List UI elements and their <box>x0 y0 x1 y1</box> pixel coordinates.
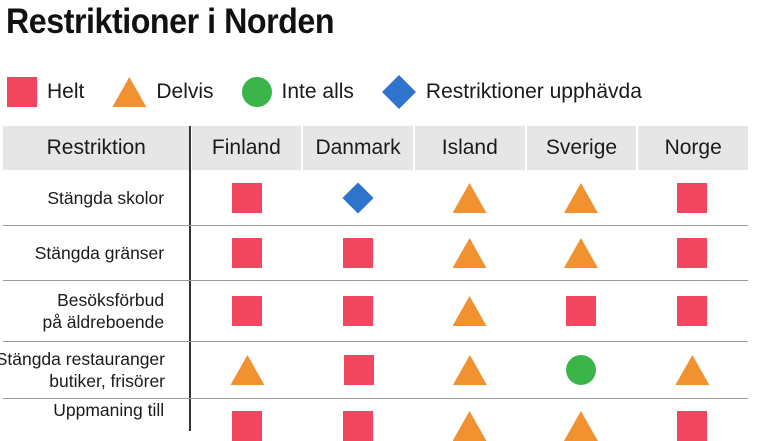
row-label-line: butiker, frisörer <box>49 371 165 391</box>
column-divider <box>189 126 191 431</box>
square-icon <box>677 183 708 213</box>
row-label: Uppmaning till <box>3 399 167 439</box>
table-row: Stängda skolor <box>3 171 748 225</box>
status-cell <box>191 281 302 341</box>
table-row: Besöksförbud på äldreboende <box>3 281 748 341</box>
header-country-norge: Norge <box>636 126 748 170</box>
row-divider <box>3 280 748 281</box>
status-cell <box>302 171 413 225</box>
legend-item-delvis: Delvis <box>112 77 214 107</box>
status-cell <box>525 281 636 341</box>
square-icon <box>565 296 596 326</box>
row-divider <box>3 225 748 226</box>
triangle-icon <box>563 238 598 268</box>
table-row: Stängda gränser <box>3 226 748 280</box>
status-cell <box>637 281 748 341</box>
status-cell <box>191 399 302 441</box>
square-icon <box>343 355 374 385</box>
square-icon <box>343 296 374 326</box>
square-icon <box>7 77 37 107</box>
row-label-line: Besöksförbud <box>57 290 165 310</box>
row-label-line: Stängda restauranger <box>0 349 165 369</box>
diamond-icon <box>381 75 416 109</box>
table-header: Restriktion Finland Danmark Island Sveri… <box>3 126 748 170</box>
legend-label: Restriktioner upphävda <box>425 80 642 103</box>
header-country-finland: Finland <box>189 126 302 170</box>
row-label: Stängda skolor <box>3 171 167 225</box>
triangle-icon <box>452 183 487 213</box>
square-icon <box>343 238 374 268</box>
square-icon <box>677 411 708 441</box>
status-cell <box>191 226 302 280</box>
row-label-line: Uppmaning till <box>53 400 165 420</box>
status-cell <box>302 226 413 280</box>
triangle-icon <box>452 296 487 326</box>
status-cell <box>302 399 413 441</box>
triangle-icon <box>563 411 598 441</box>
header-country-danmark: Danmark <box>301 126 413 170</box>
status-cell <box>303 342 414 398</box>
row-label: Besöksförbud på äldreboende <box>3 281 167 341</box>
status-cell <box>414 399 525 441</box>
status-cell <box>637 226 748 280</box>
square-icon <box>677 296 708 326</box>
status-cell <box>637 171 748 225</box>
row-label: Stängda gränser <box>3 226 167 280</box>
triangle-icon <box>675 355 710 385</box>
status-cell <box>414 226 525 280</box>
circle-icon <box>566 355 597 385</box>
legend-item-inte-alls: Inte alls <box>241 77 354 107</box>
chart-title: Restriktioner i Norden <box>6 2 335 41</box>
triangle-icon <box>112 77 147 107</box>
status-cell <box>302 281 413 341</box>
square-icon <box>677 238 708 268</box>
status-cell <box>191 171 302 225</box>
square-icon <box>231 296 262 326</box>
square-icon <box>231 183 262 213</box>
row-label-line: på äldreboende <box>42 312 165 332</box>
header-country-sverige: Sverige <box>524 126 637 170</box>
triangle-icon <box>452 411 487 441</box>
status-cell <box>525 399 636 441</box>
row-label: Stängda restauranger butiker, frisörer <box>0 342 168 398</box>
table-row: Uppmaning till <box>3 399 748 441</box>
diamond-icon <box>342 182 374 214</box>
legend: Helt Delvis Inte alls Restriktioner upph… <box>7 74 642 110</box>
row-divider <box>3 341 748 342</box>
row-label-line: Stängda gränser <box>34 243 165 263</box>
status-cell <box>192 342 303 398</box>
status-cell <box>526 342 637 398</box>
legend-label: Inte alls <box>281 80 354 103</box>
status-cell <box>414 342 525 398</box>
status-cell <box>637 342 748 398</box>
circle-icon <box>241 77 272 107</box>
status-cell <box>525 171 636 225</box>
triangle-icon <box>452 238 487 268</box>
header-country-island: Island <box>412 126 525 170</box>
square-icon <box>231 238 262 268</box>
legend-item-helt: Helt <box>7 77 84 107</box>
status-cell <box>637 399 748 441</box>
status-cell <box>414 171 525 225</box>
triangle-icon <box>230 355 265 385</box>
status-cell <box>525 226 636 280</box>
square-icon <box>231 411 262 441</box>
row-divider <box>3 398 748 399</box>
legend-item-upphavda: Restriktioner upphävda <box>381 75 642 109</box>
triangle-icon <box>563 183 598 213</box>
square-icon <box>343 411 374 441</box>
table-row: Stängda restauranger butiker, frisörer <box>0 342 748 398</box>
legend-label: Delvis <box>156 80 214 103</box>
triangle-icon <box>452 355 487 385</box>
status-cell <box>414 281 525 341</box>
legend-label: Helt <box>47 80 85 103</box>
header-restriktion: Restriktion <box>46 136 146 159</box>
row-label-line: Stängda skolor <box>47 188 165 208</box>
